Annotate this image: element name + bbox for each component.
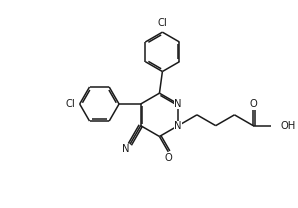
Text: N: N [174,99,182,109]
Text: N: N [122,144,130,154]
Text: Cl: Cl [66,99,76,109]
Text: Cl: Cl [158,18,167,28]
Text: O: O [249,99,257,109]
Text: O: O [164,153,172,163]
Text: N: N [174,121,182,131]
Text: OH: OH [281,121,296,131]
